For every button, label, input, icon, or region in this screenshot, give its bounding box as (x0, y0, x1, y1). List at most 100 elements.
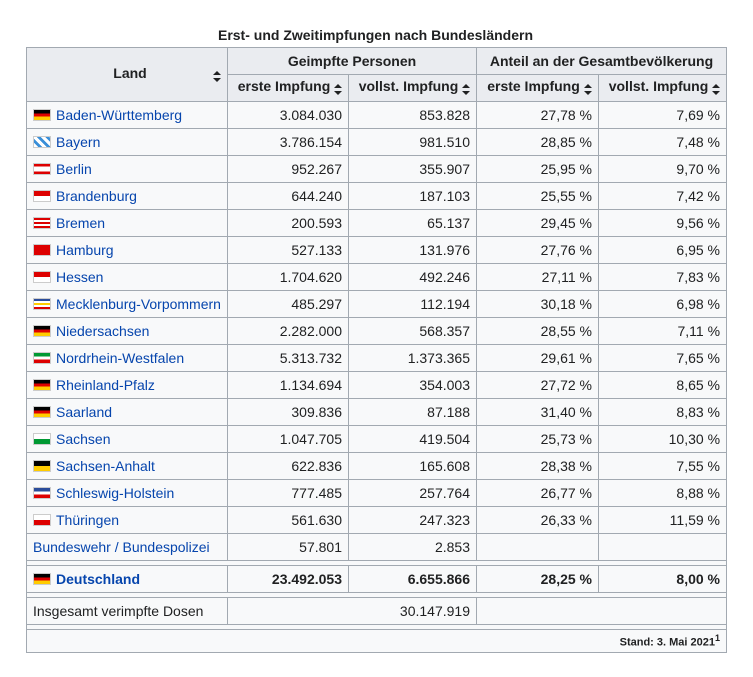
value-cell: 131.976 (348, 236, 477, 264)
flag (33, 514, 51, 526)
column-header[interactable]: vollst. Impfung (597, 74, 728, 102)
sort-icon (584, 84, 592, 95)
footnote-text: Stand: 3. Mai 2021 (619, 636, 715, 649)
value-cell: 25,73 % (476, 425, 599, 453)
flag (33, 573, 51, 585)
sort (712, 82, 721, 98)
value-cell: 26,33 % (476, 506, 599, 534)
land-link[interactable]: Saarland (56, 404, 113, 420)
land-link[interactable]: Hamburg (56, 242, 114, 258)
value-cell: 354.003 (348, 371, 477, 399)
land-cell: Deutschland (26, 565, 228, 593)
land-link[interactable]: Schleswig-Holstein (56, 485, 175, 501)
land-cell: Sachsen-Anhalt (26, 452, 228, 480)
land-link[interactable]: Baden-Württemberg (56, 107, 183, 123)
value-cell: 28,38 % (476, 452, 599, 480)
value-cell: 29,61 % (476, 344, 599, 372)
value-cell: 187.103 (348, 182, 477, 210)
value-cell: 28,25 % (476, 565, 599, 593)
value-cell: 622.836 (227, 452, 349, 480)
land-link[interactable]: Hessen (56, 269, 104, 285)
land-link[interactable]: Mecklenburg-Vorpommern (56, 296, 221, 312)
land-cell: Hamburg (26, 236, 228, 264)
table-row: Hessen 1.704.620 492.246 27,11 % 7,83 % (26, 263, 728, 291)
table-row: Baden-Württemberg 3.084.030 853.828 27,78 %… (26, 101, 728, 129)
land-link[interactable]: Berlin (56, 161, 92, 177)
value-cell: 25,95 % (476, 155, 599, 183)
group-header: Geimpfte Personen (227, 47, 477, 75)
value-cell: 485.297 (227, 290, 349, 318)
land-link[interactable]: Deutschland (56, 571, 141, 587)
value-cell: 57.801 (227, 533, 349, 561)
value-cell: 6,98 % (597, 290, 728, 318)
value-cell: 28,85 % (476, 128, 599, 156)
table-row: Sachsen-Anhalt 622.836 165.608 28,38 % 7,55 … (26, 452, 728, 480)
flag (33, 109, 51, 121)
value-cell: 7,83 % (597, 263, 728, 291)
value-cell: 7,48 % (597, 128, 728, 156)
land-link[interactable]: Sachsen (56, 431, 111, 447)
flag (33, 190, 51, 202)
flag (33, 379, 51, 391)
flag (33, 460, 51, 472)
table-row: Rheinland-Pfalz 1.134.694 354.003 27,72 % 8,… (26, 371, 728, 399)
flag (33, 136, 51, 148)
land-link[interactable]: Niedersachsen (56, 323, 150, 339)
value-cell: 1.373.365 (348, 344, 477, 372)
value-cell: 25,55 % (476, 182, 599, 210)
column-header[interactable]: erste Impfung (476, 74, 599, 102)
table-row: Schleswig-Holstein 777.485 257.764 26,77 % 8… (26, 479, 728, 507)
footnote-ref[interactable]: 1 (715, 633, 721, 644)
land-link[interactable]: Rheinland-Pfalz (56, 377, 155, 393)
land-cell: Bayern (26, 128, 228, 156)
value-cell: 29,45 % (476, 209, 599, 237)
value-cell: 65.137 (348, 209, 477, 237)
value-cell: 257.764 (348, 479, 477, 507)
value-cell: 1.134.694 (227, 371, 349, 399)
empty-cell (476, 533, 599, 561)
land-header[interactable]: Land (26, 47, 228, 102)
value-cell: 3.084.030 (227, 101, 349, 129)
land-link[interactable]: Brandenburg (56, 188, 137, 204)
land-cell: Nordrhein-Westfalen (26, 344, 228, 372)
land-cell: Hessen (26, 263, 228, 291)
header-text: vollst. Impfung (608, 78, 709, 94)
land-link[interactable]: Bremen (56, 215, 106, 231)
header-text: vollst. Impfung (358, 78, 459, 94)
group-header: Anteil an der Gesamtbevölkerung (475, 47, 728, 75)
table-row: Bayern 3.786.154 981.510 28,85 % 7,48 % (26, 128, 728, 156)
sort-icon (462, 84, 470, 95)
table-row: Sachsen 1.047.705 419.504 25,73 % 10,30 % (26, 425, 728, 453)
land-link[interactable]: Thüringen (56, 512, 120, 528)
value-cell: 981.510 (348, 128, 477, 156)
table-row: Brandenburg 644.240 187.103 25,55 % 7,42 % (26, 182, 728, 210)
land-link[interactable]: Nordrhein-Westfalen (56, 350, 185, 366)
sort (334, 82, 342, 98)
land-cell: Berlin (26, 155, 228, 183)
column-header[interactable]: erste Impfung (227, 74, 349, 102)
land-link[interactable]: Sachsen-Anhalt (56, 458, 155, 474)
table-row: Thüringen 561.630 247.323 26,33 % 11,59 % (26, 506, 728, 534)
value-cell: 165.608 (348, 452, 477, 480)
land-link[interactable]: Bayern (56, 134, 101, 150)
value-cell: 527.133 (227, 236, 349, 264)
header-text: erste Impfung (237, 78, 331, 94)
land-cell: Bundeswehr / Bundespolizei (26, 533, 228, 561)
table-row: Mecklenburg-Vorpommern 485.297 112.194 30,1… (26, 290, 728, 318)
table-row: Niedersachsen 2.282.000 568.357 28,55 % 7,11… (26, 317, 728, 345)
value-cell: 112.194 (348, 290, 477, 318)
doses-value: 30.147.919 (227, 597, 477, 625)
value-cell: 561.630 (227, 506, 349, 534)
land-link[interactable]: Bundeswehr / Bundespolizei (33, 539, 210, 555)
footnote: Stand: 3. Mai 20211 (25, 629, 728, 653)
column-header[interactable]: vollst. Impfung (348, 74, 477, 102)
flag (33, 352, 51, 364)
land-cell: Mecklenburg-Vorpommern (26, 290, 228, 318)
value-cell: 8,88 % (597, 479, 728, 507)
value-cell: 3.786.154 (227, 128, 349, 156)
value-cell: 1.047.705 (227, 425, 349, 453)
value-cell: 568.357 (348, 317, 477, 345)
value-cell: 200.593 (227, 209, 349, 237)
value-cell: 247.323 (348, 506, 477, 534)
table-row: Saarland 309.836 87.188 31,40 % 8,83 % (26, 398, 728, 426)
